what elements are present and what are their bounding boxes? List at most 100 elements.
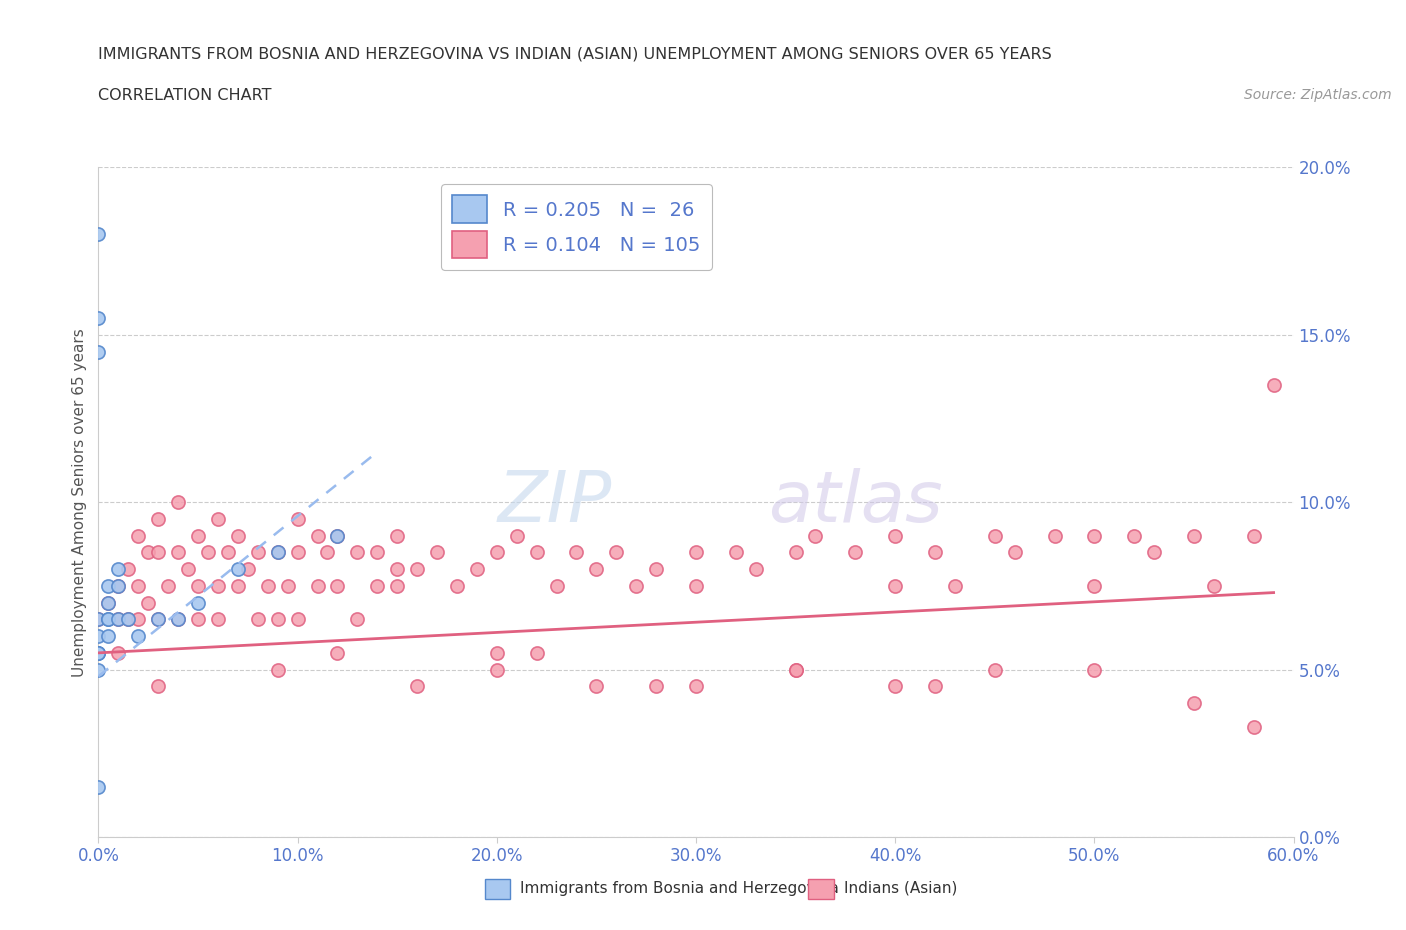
Point — [167, 495, 190, 510]
Point — [446, 578, 468, 593]
Point — [167, 612, 190, 627]
Point — [546, 578, 568, 593]
Point — [148, 612, 170, 627]
Point — [87, 645, 110, 660]
Point — [426, 545, 449, 560]
Point — [97, 629, 120, 644]
Text: IMMIGRANTS FROM BOSNIA AND HERZEGOVINA VS INDIAN (ASIAN) UNEMPLOYMENT AMONG SENI: IMMIGRANTS FROM BOSNIA AND HERZEGOVINA V… — [98, 46, 1052, 61]
Point — [97, 578, 120, 593]
Point — [605, 545, 627, 560]
Text: Source: ZipAtlas.com: Source: ZipAtlas.com — [1244, 88, 1392, 102]
Point — [207, 578, 229, 593]
Point — [745, 562, 768, 577]
Point — [406, 562, 429, 577]
Point — [326, 528, 349, 543]
Point — [97, 595, 120, 610]
Point — [804, 528, 827, 543]
Point — [127, 528, 149, 543]
Point — [167, 545, 190, 560]
Point — [148, 612, 170, 627]
Point — [217, 545, 239, 560]
Point — [187, 595, 209, 610]
Point — [1043, 528, 1066, 543]
Point — [884, 528, 907, 543]
Point — [685, 679, 707, 694]
Point — [943, 578, 966, 593]
Point — [117, 612, 139, 627]
Point — [983, 528, 1005, 543]
Point — [148, 512, 170, 526]
Point — [107, 562, 129, 577]
Point — [1182, 696, 1205, 711]
Point — [685, 578, 707, 593]
Point — [107, 612, 129, 627]
Point — [136, 595, 159, 610]
Point — [256, 578, 278, 593]
Point — [287, 545, 309, 560]
Point — [326, 528, 349, 543]
Point — [97, 595, 120, 610]
Text: Immigrants from Bosnia and Herzegovina: Immigrants from Bosnia and Herzegovina — [520, 881, 839, 896]
Point — [287, 512, 309, 526]
Point — [526, 545, 548, 560]
Point — [465, 562, 488, 577]
Point — [187, 578, 209, 593]
Point — [127, 578, 149, 593]
Point — [346, 545, 368, 560]
Point — [685, 545, 707, 560]
Point — [785, 662, 807, 677]
Text: atlas: atlas — [768, 468, 942, 537]
Point — [307, 578, 329, 593]
Point — [157, 578, 180, 593]
Point — [624, 578, 647, 593]
Point — [187, 612, 209, 627]
Point — [236, 562, 259, 577]
Point — [1202, 578, 1225, 593]
Point — [148, 545, 170, 560]
Point — [187, 528, 209, 543]
Point — [565, 545, 588, 560]
Point — [97, 612, 120, 627]
Point — [366, 545, 388, 560]
Point — [785, 545, 807, 560]
Point — [585, 562, 607, 577]
Point — [526, 645, 548, 660]
Point — [983, 662, 1005, 677]
Point — [87, 779, 110, 794]
Point — [924, 679, 946, 694]
Point — [97, 612, 120, 627]
Point — [226, 562, 249, 577]
Point — [485, 545, 508, 560]
Point — [785, 662, 807, 677]
Point — [87, 612, 110, 627]
Point — [1243, 528, 1265, 543]
Point — [226, 528, 249, 543]
Point — [346, 612, 368, 627]
Point — [645, 679, 668, 694]
Point — [107, 578, 129, 593]
Point — [385, 562, 409, 577]
Point — [1083, 578, 1105, 593]
Point — [884, 578, 907, 593]
Point — [197, 545, 219, 560]
Point — [506, 528, 529, 543]
Text: ZIP: ZIP — [498, 468, 612, 537]
Point — [406, 679, 429, 694]
Point — [485, 645, 508, 660]
Point — [87, 344, 110, 359]
Point — [177, 562, 200, 577]
Point — [87, 662, 110, 677]
Point — [107, 612, 129, 627]
Point — [117, 612, 139, 627]
Point — [645, 562, 668, 577]
Point — [207, 512, 229, 526]
Point — [1263, 378, 1285, 392]
Legend: R = 0.205   N =  26, R = 0.104   N = 105: R = 0.205 N = 26, R = 0.104 N = 105 — [441, 184, 711, 270]
Point — [107, 578, 129, 593]
Point — [1083, 662, 1105, 677]
Point — [884, 679, 907, 694]
Point — [277, 578, 299, 593]
Point — [267, 545, 290, 560]
Point — [167, 612, 190, 627]
Point — [87, 645, 110, 660]
